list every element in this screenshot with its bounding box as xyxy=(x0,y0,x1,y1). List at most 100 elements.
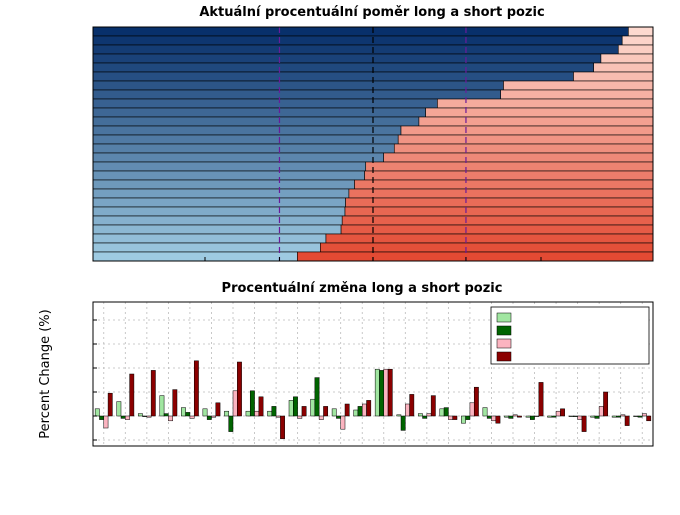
change-bar xyxy=(185,412,191,417)
change-bar xyxy=(598,406,604,417)
long-bar xyxy=(92,161,367,172)
change-bar xyxy=(400,415,406,431)
change-bar xyxy=(116,401,122,417)
change-bar xyxy=(534,415,540,417)
short-bar xyxy=(344,206,654,217)
change-bar xyxy=(353,409,359,417)
long-bar xyxy=(92,44,619,55)
change-bar xyxy=(517,415,522,418)
change-bar xyxy=(620,414,626,417)
change-bar xyxy=(594,415,600,419)
change-bar xyxy=(193,360,199,417)
long-bar xyxy=(92,170,365,181)
short-bar xyxy=(325,233,654,244)
change-bar xyxy=(624,415,630,426)
short-bar xyxy=(425,107,654,118)
change-bar xyxy=(409,394,415,417)
change-bar xyxy=(129,373,135,417)
change-bar xyxy=(99,415,105,420)
change-bar xyxy=(340,415,346,430)
long-bar xyxy=(92,224,342,235)
change-bar xyxy=(465,415,471,420)
short-bar xyxy=(393,143,654,154)
bottom-y-ticks xyxy=(93,319,97,441)
change-bar xyxy=(331,408,337,417)
long-bar xyxy=(92,26,629,37)
long-bar xyxy=(92,197,346,208)
change-bar xyxy=(215,402,221,417)
change-bar xyxy=(555,410,561,417)
change-bar xyxy=(525,415,531,418)
change-bar xyxy=(417,413,423,417)
long-bar xyxy=(92,125,402,136)
change-bar xyxy=(258,396,264,417)
change-bar xyxy=(538,382,544,417)
change-bar xyxy=(379,370,385,417)
change-bar xyxy=(641,413,647,417)
change-bar xyxy=(374,368,380,417)
long-bar xyxy=(92,215,343,226)
change-bar xyxy=(637,415,643,418)
legend-box xyxy=(490,306,650,365)
change-bar xyxy=(275,415,281,418)
change-bar xyxy=(146,415,152,418)
change-bar xyxy=(568,415,574,417)
change-bar xyxy=(310,398,316,417)
change-bar xyxy=(581,415,587,432)
change-bar xyxy=(301,406,307,417)
legend-swatch xyxy=(496,312,512,323)
change-bar xyxy=(361,403,367,417)
long-bar xyxy=(92,251,298,262)
change-bar xyxy=(137,413,143,417)
short-bar xyxy=(621,35,654,46)
change-bar xyxy=(293,396,298,417)
change-bar xyxy=(125,415,130,420)
long-bar xyxy=(92,107,426,118)
change-bar xyxy=(603,391,609,417)
change-bar xyxy=(646,415,652,422)
change-bar xyxy=(181,407,186,417)
long-bar xyxy=(92,152,384,163)
change-bar xyxy=(271,406,277,417)
change-bar xyxy=(267,410,273,417)
change-bar xyxy=(473,386,479,417)
change-bar xyxy=(228,415,234,432)
long-bar xyxy=(92,35,623,46)
change-bar xyxy=(237,361,242,417)
change-bar xyxy=(577,415,583,420)
short-bar xyxy=(320,242,654,253)
change-bar xyxy=(430,395,436,417)
short-bar xyxy=(348,188,654,199)
change-bar xyxy=(107,392,113,417)
change-bar xyxy=(495,415,501,424)
change-bar xyxy=(336,415,341,419)
short-bar xyxy=(340,224,654,235)
change-bar xyxy=(232,390,238,417)
short-bar xyxy=(345,197,654,208)
long-bar xyxy=(92,53,602,64)
long-bar xyxy=(92,89,501,100)
change-bar xyxy=(383,368,389,417)
long-bar xyxy=(92,233,327,244)
change-bar xyxy=(491,415,497,422)
long-bar xyxy=(92,62,594,73)
change-bar xyxy=(103,415,109,429)
change-bar xyxy=(452,415,458,420)
change-bar xyxy=(168,415,173,422)
change-bar xyxy=(297,415,303,419)
change-bar xyxy=(482,407,488,417)
long-bar xyxy=(92,134,399,145)
change-bar xyxy=(547,415,553,418)
change-bar xyxy=(512,414,518,417)
change-bar xyxy=(344,403,350,417)
short-bar xyxy=(418,116,654,127)
bottom-bars-group xyxy=(94,360,652,440)
short-bar xyxy=(503,80,654,91)
change-bar xyxy=(551,415,557,418)
change-bar xyxy=(189,415,195,419)
change-bar xyxy=(461,415,466,424)
long-bar xyxy=(92,143,395,154)
short-bar xyxy=(617,44,654,55)
